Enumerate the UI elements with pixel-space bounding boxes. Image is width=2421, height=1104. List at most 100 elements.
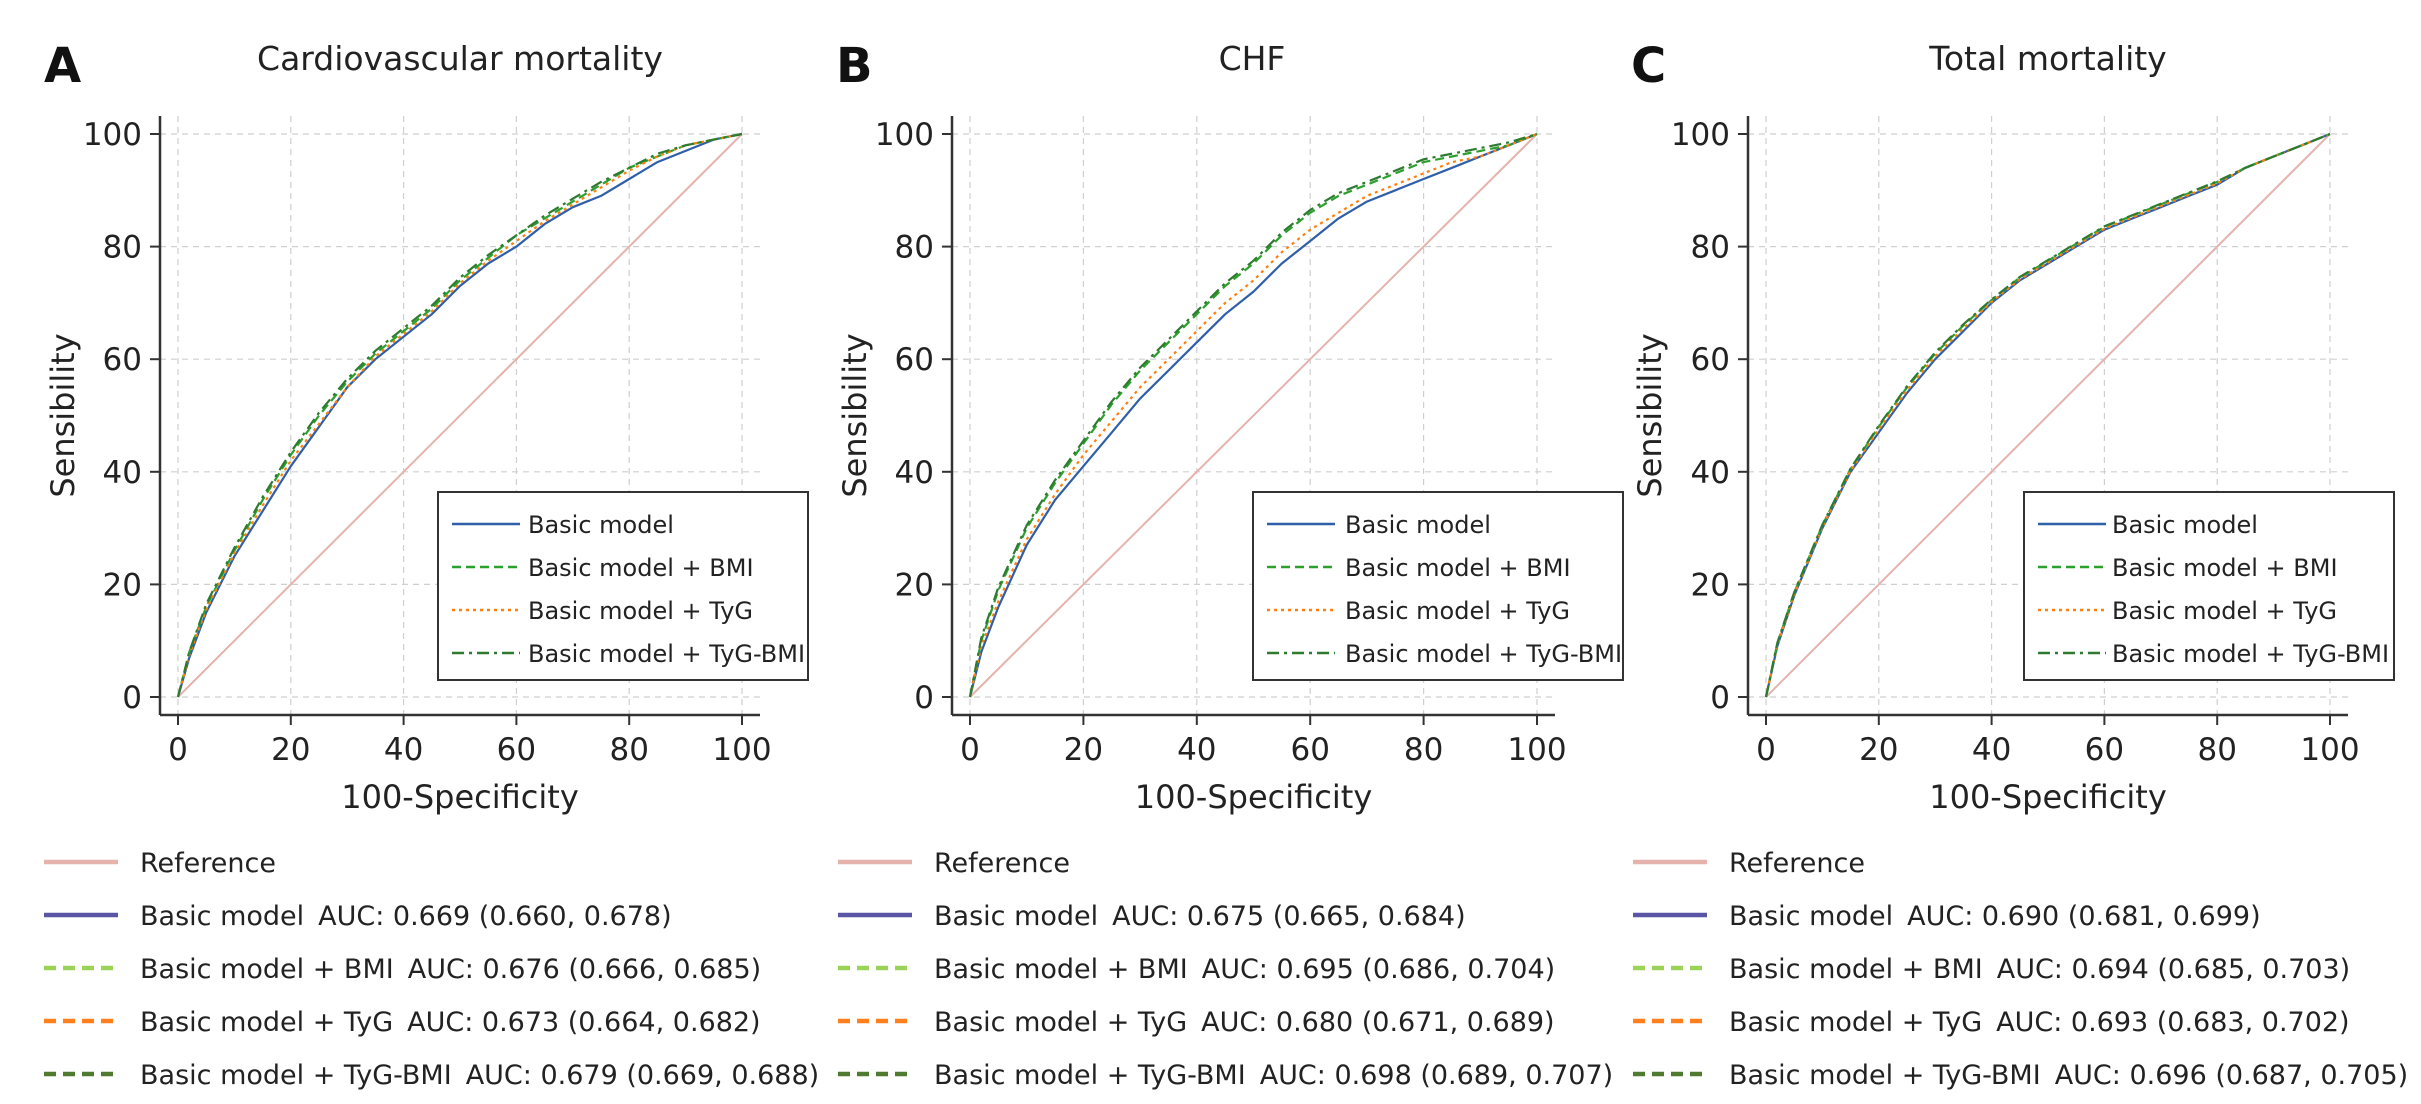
series-line-basic-model-tyg [176,132,743,698]
y-tick-label: 60 [103,342,142,378]
y-tick-label: 0 [914,680,934,716]
x-tick-label: 40 [1972,732,2011,768]
y-tick-label: 20 [895,567,934,603]
auc-legend-label: Basic model + TyG [1729,1007,1982,1038]
series-line-basic-model-tyg-bmi [1764,132,2331,698]
auc-legend-label: Basic model + BMI [1729,954,1983,985]
y-axis-label: Sensibility [836,333,874,497]
auc-legend-entry: Reference [934,848,1070,879]
legend-label-basic-model-bmi: Basic model + BMI [1345,554,1571,582]
legend-label-basic-model-tyg: Basic model + TyG [1345,597,1570,625]
panel-letter: B [836,38,873,94]
auc-legend-entry: Reference [140,848,276,879]
x-tick-label: 0 [168,732,188,768]
legend-label-basic-model-bmi: Basic model + BMI [528,554,754,582]
auc-value: AUC: 0.669 (0.660, 0.678) [318,901,671,932]
auc-legend-entry: Basic model AUC: 0.675 (0.665, 0.684) [934,901,1466,932]
legend-label-basic-model-tyg-bmi: Basic model + TyG-BMI [1345,640,1622,668]
auc-legend-label: Basic model + BMI [934,954,1188,985]
series-line-basic-model-bmi [968,132,1538,698]
auc-legend-label: Reference [1729,848,1865,879]
x-tick-label: 0 [1756,732,1776,768]
auc-legend-label: Basic model + TyG [140,1007,393,1038]
y-tick-label: 0 [1710,680,1730,716]
auc-legend-label: Reference [140,848,276,879]
auc-value: AUC: 0.690 (0.681, 0.699) [1907,901,2260,932]
y-tick-label: 20 [1691,567,1730,603]
reference-line [177,133,743,698]
series-line-basic-model-bmi [176,132,743,698]
legend-label-basic-model: Basic model [528,511,674,539]
series-line-basic-model [968,132,1538,698]
y-tick-label: 40 [1691,455,1730,491]
legend-label-basic-model-tyg-bmi: Basic model + TyG-BMI [2112,640,2389,668]
auc-legend-entry: Basic model + TyG AUC: 0.693 (0.683, 0.70… [1729,1007,2350,1038]
auc-value: AUC: 0.693 (0.683, 0.702) [1996,1007,2349,1038]
x-tick-label: 20 [1859,732,1898,768]
x-tick-label: 0 [960,732,980,768]
series-line-basic-model-tyg-bmi [176,132,743,698]
chart-title: Cardiovascular mortality [257,39,663,78]
auc-value: AUC: 0.695 (0.686, 0.704) [1202,954,1555,985]
y-tick-label: 80 [103,230,142,266]
y-tick-label: 80 [895,230,934,266]
auc-legend-entry: Basic model + BMI AUC: 0.695 (0.686, 0.70… [934,954,1555,985]
x-axis-label: 100-Specificity [341,778,579,816]
y-axis-label: Sensibility [44,333,82,497]
legend-label-basic-model-tyg-bmi: Basic model + TyG-BMI [528,640,805,668]
x-tick-label: 100 [712,732,771,768]
x-tick-label: 60 [497,732,536,768]
roc-panel-c: C Total mortality 0 20 40 60 80 100 0 20 40 60 80 100… [1631,38,2408,1091]
reference-line [969,133,1538,698]
x-tick-label: 80 [1404,732,1443,768]
roc-panel-a: A Cardiovascular mortality 0 20 40 60 80 100 0 20… [44,38,819,1091]
chart-title: Total mortality [1928,39,2166,78]
auc-legend-entry: Reference [1729,848,1865,879]
auc-legend-label: Basic model [934,901,1098,932]
auc-legend-entry: Basic model + BMI AUC: 0.676 (0.666, 0.68… [140,954,761,985]
y-tick-label: 80 [1691,230,1730,266]
roc-panel-b: B CHF 0 20 40 60 80 100 0 20 40 60 80 100 100-Specific… [836,38,1624,1091]
auc-value: AUC: 0.680 (0.671, 0.689) [1201,1007,1554,1038]
auc-legend-label: Basic model + TyG-BMI [934,1060,1246,1091]
legend-label-basic-model-tyg: Basic model + TyG [2112,597,2337,625]
y-tick-label: 100 [83,117,142,153]
y-tick-label: 60 [895,342,934,378]
x-tick-label: 60 [1290,732,1329,768]
x-tick-label: 20 [1064,732,1103,768]
series-line-basic-model-tyg-bmi [968,132,1538,698]
legend-label-basic-model: Basic model [2112,511,2258,539]
x-tick-label: 40 [384,732,423,768]
x-tick-label: 80 [609,732,648,768]
x-tick-label: 80 [2197,732,2236,768]
y-tick-label: 100 [875,117,934,153]
auc-legend-entry: Basic model AUC: 0.669 (0.660, 0.678) [140,901,672,932]
y-tick-label: 40 [103,455,142,491]
auc-legend-entry: Basic model + TyG-BMI AUC: 0.696 (0.687, … [1729,1060,2408,1091]
auc-value: AUC: 0.696 (0.687, 0.705) [2055,1060,2408,1091]
auc-legend-label: Basic model + TyG-BMI [140,1060,452,1091]
auc-legend-label: Basic model [140,901,304,932]
x-tick-label: 20 [271,732,310,768]
chart-title: CHF [1219,39,1286,78]
auc-legend-entry: Basic model + BMI AUC: 0.694 (0.685, 0.70… [1729,954,2350,985]
x-tick-label: 40 [1177,732,1216,768]
y-tick-label: 100 [1671,117,1730,153]
legend-label-basic-model: Basic model [1345,511,1491,539]
auc-legend-label: Reference [934,848,1070,879]
auc-value: AUC: 0.698 (0.689, 0.707) [1260,1060,1613,1091]
y-tick-label: 0 [122,680,142,716]
auc-value: AUC: 0.675 (0.665, 0.684) [1112,901,1465,932]
auc-value: AUC: 0.694 (0.685, 0.703) [1997,954,2350,985]
y-tick-label: 20 [103,567,142,603]
x-tick-label: 60 [2085,732,2124,768]
auc-legend-entry: Basic model + TyG-BMI AUC: 0.679 (0.669, … [140,1060,819,1091]
legend-label-basic-model-bmi: Basic model + BMI [2112,554,2338,582]
auc-legend-label: Basic model [1729,901,1893,932]
legend-label-basic-model-tyg: Basic model + TyG [528,597,753,625]
y-tick-label: 60 [1691,342,1730,378]
x-axis-label: 100-Specificity [1135,778,1373,816]
x-tick-label: 100 [1507,732,1566,768]
auc-value: AUC: 0.673 (0.664, 0.682) [407,1007,760,1038]
